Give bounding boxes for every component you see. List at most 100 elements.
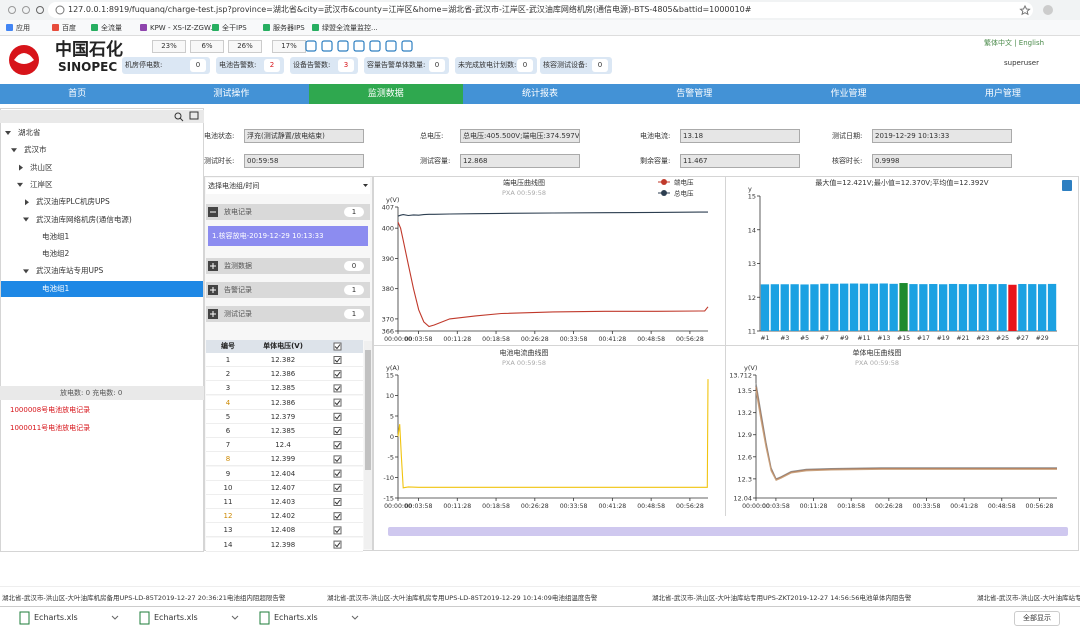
show-all-button[interactable]: 全部显示: [1014, 611, 1060, 626]
bar: [820, 284, 828, 331]
table-cell: 12.386: [250, 367, 316, 381]
group-select[interactable]: 选择电池组/时间: [206, 178, 370, 194]
x-tick-label: 00:11:28: [800, 503, 828, 510]
table-cell: 12.385: [250, 424, 316, 438]
stat-value: 2: [264, 59, 280, 72]
tree-item[interactable]: 电池组1: [42, 281, 69, 297]
x-tick-label: 00:18:58: [482, 336, 510, 343]
download-item[interactable]: Echarts.xls: [34, 611, 78, 625]
bar: [959, 284, 967, 331]
percent-box: 23%: [152, 40, 186, 53]
bar: [761, 284, 769, 331]
chart: 电池电流曲线图PXA 00:59:58y(A)-15-10-505101500:…: [373, 346, 725, 516]
x-tick-label: 00:56:28: [676, 336, 704, 343]
logo-cn: 中国石化: [55, 40, 123, 60]
tree-item[interactable]: 洪山区: [30, 160, 53, 176]
legend-label: 总电压: [674, 189, 694, 198]
bar: [800, 284, 808, 331]
bar: [899, 283, 907, 331]
language-switch[interactable]: 繁体中文 | English: [984, 38, 1044, 48]
bookmark[interactable]: 全流量: [101, 21, 122, 35]
download-item[interactable]: Echarts.xls: [274, 611, 318, 625]
bar: [939, 284, 947, 331]
stat-value: 3: [338, 59, 354, 72]
tree-item[interactable]: 江岸区: [30, 177, 53, 193]
bar: [909, 284, 917, 331]
table-cell: 12.385: [250, 381, 316, 395]
download-item[interactable]: Echarts.xls: [154, 611, 198, 625]
y-tick-label: 390: [382, 255, 394, 263]
x-tick-label: 00:18:58: [837, 503, 865, 510]
info-value: 总电压:405.500V;端电压:374.597V: [460, 129, 580, 143]
info-value: 2019-12-29 10:13:33: [872, 129, 1012, 143]
y-tick-label: 12.3: [738, 475, 752, 483]
stat-label: 容量告警单体数量:: [367, 58, 425, 73]
bookmark[interactable]: 百度: [62, 21, 76, 35]
tree-item[interactable]: 武汉油库站专用UPS: [36, 263, 103, 279]
x-tick-label: 00:56:28: [1026, 503, 1054, 510]
x-tick-label: 00:26:28: [521, 336, 549, 343]
x-tick-label: #13: [877, 335, 890, 342]
tree-item[interactable]: 武汉油库网络机房(通信电源): [36, 212, 132, 228]
nav-item[interactable]: 统计报表: [463, 84, 617, 104]
bar: [929, 284, 937, 331]
y-tick-label: 11: [748, 328, 756, 336]
y-tick-label: 14: [748, 226, 756, 234]
chart-subtitle: PXA 00:59:58: [502, 359, 546, 367]
table-cell: 3: [210, 381, 246, 395]
bar: [781, 284, 789, 331]
percent-box: 6%: [190, 40, 224, 53]
stat-label: 核容测试设备:: [543, 58, 587, 73]
stat-value: 0: [429, 59, 445, 72]
x-tick-label: 00:33:58: [560, 503, 588, 510]
chart: 端电压曲线图PXA 00:59:58y(V)366370380390400407…: [373, 176, 725, 346]
nav-item[interactable]: 告警管理: [617, 84, 771, 104]
bar: [998, 284, 1006, 331]
nav-item[interactable]: 首页: [0, 84, 154, 104]
tree-item[interactable]: 武汉油库PLC机房UPS: [36, 194, 110, 210]
x-tick-label: 00:26:28: [521, 503, 549, 510]
chart-title: 单体电压曲线图: [853, 348, 902, 357]
bookmark[interactable]: 服务器IPS: [273, 21, 305, 35]
table-cell: 6: [210, 424, 246, 438]
chart-subtitle: PXA 00:59:58: [502, 189, 546, 197]
y-tick-label: 15: [386, 372, 394, 380]
y-tick-label: 407: [382, 204, 394, 212]
tree-item[interactable]: 武汉市: [24, 142, 47, 158]
record-link[interactable]: 1000008号电池放电记录: [10, 404, 90, 416]
time-slider[interactable]: [388, 527, 1068, 536]
record-item[interactable]: 1.核容放电-2019-12-29 10:13:33: [208, 226, 368, 246]
table-cell: 14: [210, 538, 246, 552]
x-tick-label: 00:18:58: [482, 503, 510, 510]
bar: [790, 284, 798, 331]
x-tick-label: #3: [780, 335, 789, 342]
bar: [919, 284, 927, 331]
nav-item[interactable]: 作业管理: [771, 84, 925, 104]
bookmark[interactable]: 应用: [16, 21, 30, 35]
stat-label: 电池告警数:: [219, 58, 256, 73]
download-icon: [1062, 180, 1072, 191]
bar: [880, 283, 888, 331]
nav-item[interactable]: 用户管理: [926, 84, 1080, 104]
stat-label: 设备告警数:: [293, 58, 330, 73]
table-cell: 2: [210, 367, 246, 381]
bar: [771, 284, 779, 331]
x-tick-label: #9: [840, 335, 849, 342]
nav-item[interactable]: 测试操作: [154, 84, 308, 104]
y-tick-label: 366: [382, 328, 394, 336]
table-cell: 12: [210, 509, 246, 523]
tree-item[interactable]: 电池组2: [42, 246, 69, 262]
chart-title: 电池电流曲线图: [500, 348, 549, 357]
tree-item[interactable]: 电池组1: [42, 229, 69, 245]
x-tick-label: 00:41:28: [950, 503, 978, 510]
x-tick-label: 00:11:28: [443, 336, 471, 343]
bar: [1028, 284, 1036, 331]
bar: [1038, 284, 1046, 331]
info-label: 电池状态:: [204, 129, 234, 143]
record-link[interactable]: 1000011号电池放电记录: [10, 422, 90, 434]
bookmark[interactable]: KPW - XS-IZ-ZGW...: [150, 21, 217, 35]
tree-item[interactable]: 湖北省: [18, 125, 41, 141]
nav-item[interactable]: 监测数据: [309, 84, 463, 104]
bookmark[interactable]: 绿盟全流量监控...: [322, 21, 378, 35]
bookmark[interactable]: 全干IPS: [222, 21, 247, 35]
